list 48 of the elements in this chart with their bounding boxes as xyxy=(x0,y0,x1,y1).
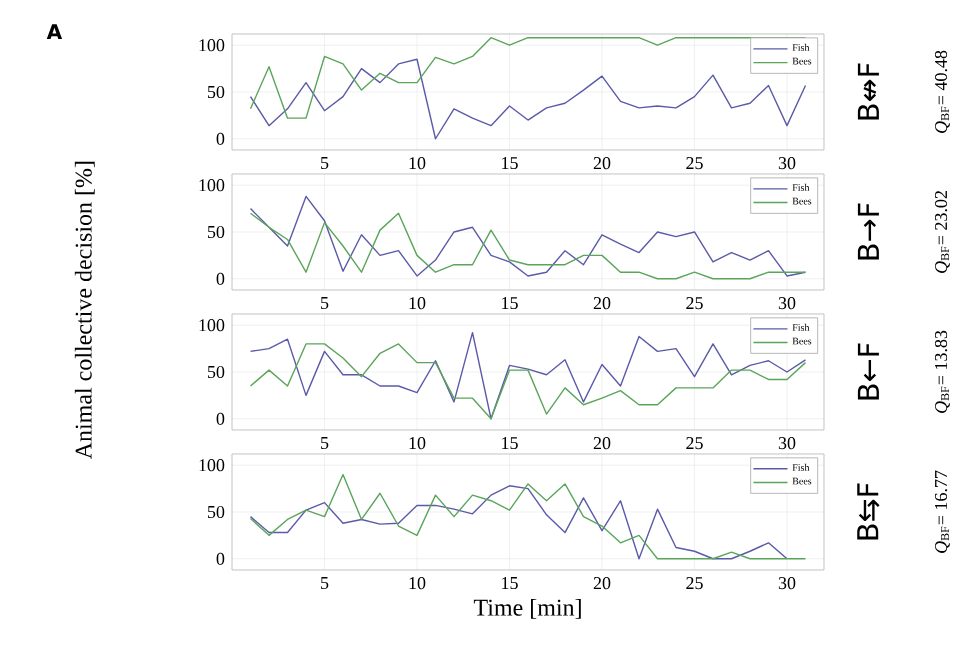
x-tick-label: 25 xyxy=(686,297,703,310)
x-tick-label: 10 xyxy=(409,297,426,310)
text: Q$_{BF}$= 23.02 xyxy=(934,191,950,273)
x-tick-label: 20 xyxy=(593,437,611,450)
y-tick-label: 0 xyxy=(216,272,225,285)
y-tick-label: 100 xyxy=(199,319,225,332)
x-tick-label: 25 xyxy=(686,157,703,170)
y-tick-label: 0 xyxy=(216,412,225,425)
y-axis-title: Animal collective decision [%] xyxy=(74,161,95,460)
x-tick-label: 15 xyxy=(502,577,518,590)
x-tick-label: 30 xyxy=(778,297,796,310)
x-tick-label: 30 xyxy=(778,437,796,450)
y-tick-label: 50 xyxy=(207,505,225,519)
text: A xyxy=(46,24,63,39)
x-tick-label: 15 xyxy=(502,157,518,170)
x-tick-label: 5 xyxy=(321,577,329,590)
x-tick-label: 20 xyxy=(593,577,611,590)
x-tick-label: 10 xyxy=(409,157,426,170)
x-tick-label: 5 xyxy=(321,297,329,310)
y-tick-label: 0 xyxy=(216,132,225,145)
x-tick-label: 5 xyxy=(321,437,329,450)
x-tick-label: 20 xyxy=(593,297,611,310)
x-tick-label: 15 xyxy=(502,437,518,450)
x-tick-label: 10 xyxy=(409,437,426,450)
text: Q$_{BF}$= 16.77 xyxy=(934,470,950,553)
x-tick-label: 10 xyxy=(409,577,426,590)
x-tick-label: 25 xyxy=(686,577,703,590)
text: B⇆F xyxy=(857,483,880,540)
y-tick-label: 0 xyxy=(216,552,225,565)
y-tick-label: 100 xyxy=(199,459,225,472)
text: B←F xyxy=(857,343,879,400)
y-tick-label: 50 xyxy=(207,85,225,99)
y-tick-label: 50 xyxy=(207,225,225,239)
y-tick-label: 100 xyxy=(199,179,225,192)
x-tick-label: 15 xyxy=(502,297,518,310)
y-tick-label: 50 xyxy=(207,365,225,379)
text: B→F xyxy=(857,203,879,260)
x-tick-label: 30 xyxy=(778,577,796,590)
text: B↮F xyxy=(857,63,879,120)
x-tick-label: 30 xyxy=(778,157,796,170)
x-axis-title: Time [min] xyxy=(473,598,581,619)
x-tick-label: 25 xyxy=(686,437,703,450)
line-series xyxy=(249,485,788,560)
x-tick-label: 20 xyxy=(593,157,611,170)
x-tick-label: 5 xyxy=(321,157,329,170)
text: Q$_{BF}$= 40.48 xyxy=(934,50,950,133)
y-tick-label: 100 xyxy=(199,39,225,52)
text: Q$_{BF}$= 13.83 xyxy=(934,330,950,413)
